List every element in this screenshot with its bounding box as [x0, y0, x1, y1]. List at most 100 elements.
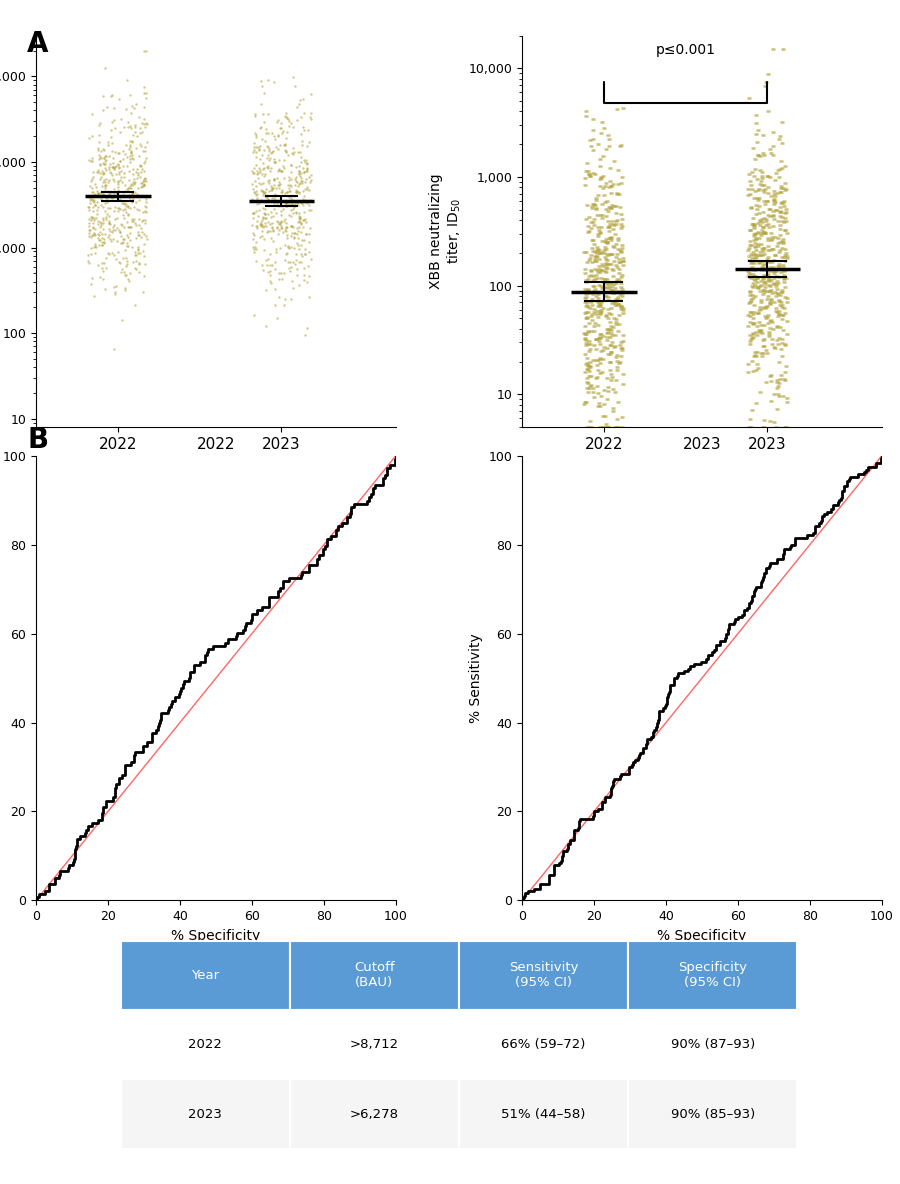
Point	[98, 147, 112, 166]
Point	[115, 186, 130, 205]
Point	[778, 220, 792, 239]
Point	[276, 156, 291, 175]
Point	[778, 181, 793, 200]
Point	[742, 264, 756, 283]
Point	[742, 165, 756, 184]
Point	[763, 168, 778, 187]
Point	[124, 148, 139, 167]
Point	[757, 283, 771, 302]
Point	[122, 218, 137, 237]
Point	[750, 133, 764, 152]
Point	[127, 174, 141, 193]
Point	[777, 213, 791, 232]
Point	[287, 176, 302, 195]
Point	[779, 212, 794, 231]
Point	[598, 256, 613, 275]
Point	[284, 238, 298, 257]
Point	[591, 225, 606, 244]
Point	[130, 200, 144, 219]
Text: 90% (87–93): 90% (87–93)	[670, 1038, 755, 1051]
Point	[747, 214, 761, 233]
Point	[760, 314, 775, 333]
Point	[758, 300, 772, 318]
Point	[254, 71, 268, 90]
Point	[750, 326, 764, 345]
Point	[269, 240, 284, 259]
Point	[589, 200, 603, 219]
Point	[139, 84, 153, 103]
Point	[247, 159, 261, 178]
Point	[94, 184, 108, 202]
Point	[110, 219, 124, 238]
Point	[756, 143, 770, 162]
Point	[278, 197, 293, 215]
Point	[257, 182, 272, 201]
Point	[132, 147, 147, 166]
Point	[265, 256, 279, 275]
Point	[778, 220, 793, 239]
Point	[294, 214, 309, 233]
Point	[578, 328, 592, 347]
Point	[117, 263, 131, 282]
Point	[298, 169, 312, 188]
Point	[279, 193, 293, 212]
Point	[766, 122, 780, 141]
Point	[609, 292, 624, 311]
Point	[292, 206, 306, 225]
Point	[258, 217, 273, 236]
Point	[614, 135, 628, 154]
Point	[599, 275, 614, 294]
Point	[775, 305, 789, 324]
Point	[266, 169, 281, 188]
Point	[742, 172, 757, 191]
Point	[122, 176, 137, 195]
Point	[260, 71, 274, 90]
Point	[280, 182, 294, 201]
Point	[290, 218, 304, 237]
Point	[762, 324, 777, 343]
Point	[773, 285, 788, 304]
Point	[599, 255, 614, 274]
Point	[297, 162, 311, 181]
Point	[293, 245, 308, 264]
Point	[742, 220, 757, 239]
Point	[776, 233, 790, 252]
Point	[278, 220, 293, 239]
Point	[745, 162, 760, 181]
Point	[288, 202, 302, 221]
Point	[602, 136, 616, 155]
Point	[133, 118, 148, 137]
Point	[599, 250, 614, 269]
Point	[113, 214, 128, 233]
Point	[771, 291, 786, 310]
Point	[96, 148, 111, 167]
Point	[291, 197, 305, 215]
Point	[300, 178, 314, 197]
Point	[580, 356, 595, 375]
Point	[602, 178, 616, 197]
Point	[580, 321, 595, 340]
Point	[607, 197, 621, 215]
Point	[776, 387, 790, 406]
Point	[767, 210, 781, 229]
Point	[613, 284, 627, 303]
Point	[106, 157, 121, 176]
Point	[766, 202, 780, 221]
Point	[582, 352, 597, 371]
Point	[273, 213, 287, 232]
Point	[293, 153, 308, 172]
Point	[593, 363, 608, 382]
Point	[293, 174, 308, 193]
Point	[256, 173, 270, 192]
Point	[778, 418, 793, 437]
Point	[751, 191, 765, 210]
Point	[598, 305, 613, 324]
Point	[118, 144, 132, 163]
Point	[135, 159, 149, 178]
Point	[266, 232, 280, 251]
Point	[779, 324, 794, 343]
Point	[750, 114, 764, 133]
Point	[608, 214, 623, 233]
Point	[742, 185, 757, 204]
Point	[91, 256, 105, 275]
